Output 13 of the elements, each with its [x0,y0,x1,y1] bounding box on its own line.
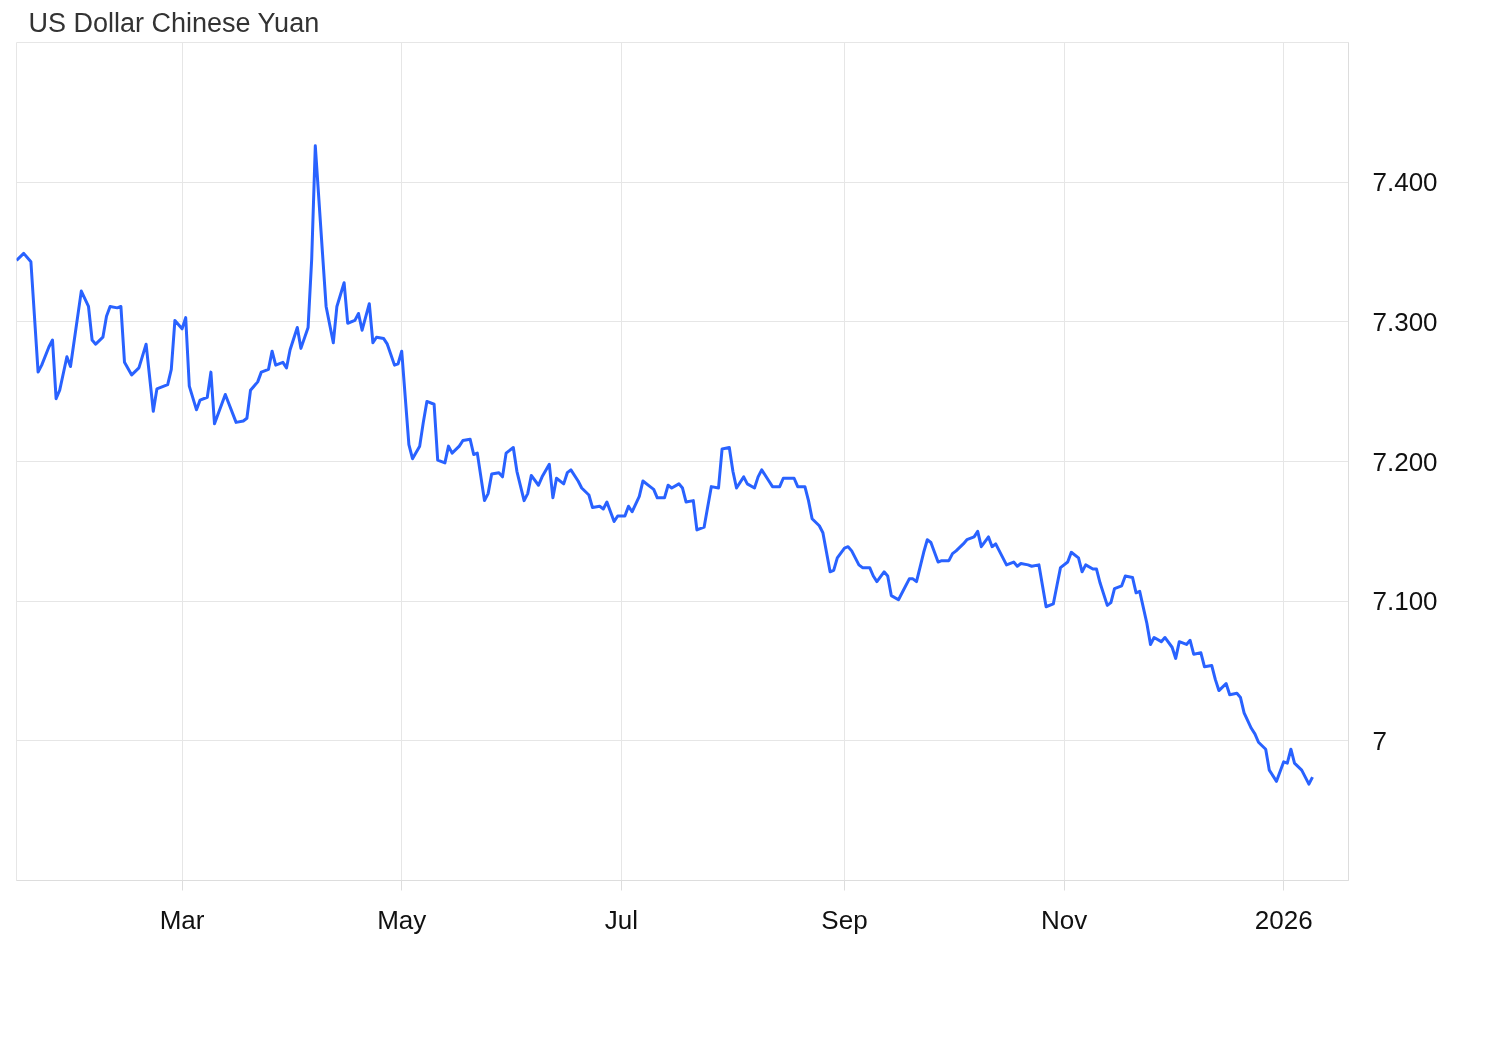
x-tick-label: Sep [821,904,868,935]
y-tick-label: 7.400 [1372,167,1438,198]
y-tick-label: 7.300 [1372,306,1438,337]
x-tick-label: 2026 [1254,904,1313,935]
y-tick-label: 7.100 [1372,586,1438,617]
y-tick-label: 7.200 [1372,446,1438,477]
x-tick-label: May [377,904,427,935]
x-tick-label: Jul [604,904,638,935]
chart-title: US Dollar Chinese Yuan [28,7,320,38]
x-tick-label: Nov [1040,904,1088,935]
x-tick-label: Mar [159,904,205,935]
line-series [16,144,1314,786]
y-tick-label: 7 [1372,725,1387,756]
